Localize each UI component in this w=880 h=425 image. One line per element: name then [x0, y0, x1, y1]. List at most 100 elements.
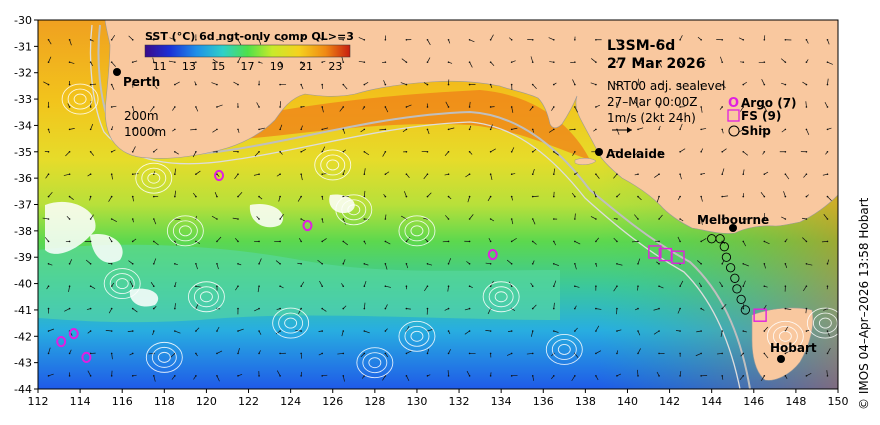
velocity-arrow: [278, 196, 281, 202]
ship-position-marker: [715, 234, 725, 244]
velocity-arrow-base: [595, 375, 597, 377]
velocity-arrow: [168, 60, 175, 63]
velocity-arrow: [697, 260, 702, 265]
velocity-arrow-base: [237, 285, 239, 288]
lon-tick-label: 122: [238, 395, 259, 408]
velocity-arrow-base: [279, 83, 281, 86]
perth-marker: [113, 68, 121, 76]
velocity-arrow-base: [68, 106, 71, 108]
velocity-arrow-base: [426, 263, 429, 265]
velocity-arrow-base: [152, 106, 155, 108]
velocity-arrow: [300, 281, 305, 287]
velocity-arrow: [275, 330, 281, 335]
velocity-arrow-base: [405, 83, 408, 86]
lon-tick-label: 120: [196, 395, 217, 408]
velocity-arrow: [108, 308, 112, 314]
velocity-arrow-base: [552, 38, 555, 41]
velocity-arrow-base: [489, 38, 492, 41]
velocity-arrow-base: [68, 173, 71, 175]
velocity-arrow-base: [489, 218, 492, 220]
velocity-arrow: [195, 170, 201, 175]
velocity-arrow-base: [447, 263, 450, 265]
velocity-arrow-base: [489, 61, 492, 63]
velocity-arrow-base: [574, 285, 576, 288]
velocity-arrow-base: [468, 128, 471, 131]
velocity-arrow: [720, 56, 723, 63]
velocity-arrow: [490, 61, 495, 66]
velocity-arrow: [760, 375, 765, 381]
velocity-arrow-base: [595, 83, 597, 86]
velocity-arrow: [212, 129, 218, 133]
velocity-arrow-base: [110, 307, 113, 310]
depth-1000m-label: 1000m: [124, 125, 166, 139]
velocity-arrow: [69, 128, 75, 130]
velocity-arrow-base: [489, 173, 492, 175]
velocity-arrow: [297, 196, 302, 202]
lat-tick-label: -44: [14, 383, 32, 396]
velocity-arrow-base: [784, 106, 787, 108]
velocity-arrow: [68, 286, 70, 293]
velocity-arrow: [65, 151, 70, 157]
colorbar-tick-label: 23: [328, 60, 342, 73]
sealevel-contour: [151, 346, 177, 368]
sealevel-contour: [812, 312, 838, 334]
velocity-arrow-base: [700, 352, 702, 355]
sealevel-contour: [284, 317, 298, 329]
velocity-arrow-base: [300, 375, 302, 377]
velocity-arrow: [69, 39, 72, 46]
velocity-arrow: [363, 302, 366, 309]
velocity-arrow: [827, 78, 829, 85]
velocity-arrow: [358, 60, 365, 63]
velocity-arrow-base: [510, 61, 513, 63]
sealevel-contour: [135, 162, 173, 194]
velocity-arrow-base: [552, 83, 555, 86]
velocity-arrow-base: [363, 307, 366, 310]
velocity-arrow-base: [195, 195, 197, 198]
velocity-arrow-base: [468, 83, 471, 86]
velocity-arrow-base: [616, 285, 618, 288]
velocity-arrow: [276, 370, 281, 376]
sealevel-contour: [398, 215, 436, 247]
velocity-arrow-base: [174, 83, 176, 86]
tasmania: [751, 307, 814, 381]
velocity-arrow-base: [742, 285, 745, 288]
velocity-arrow: [321, 146, 326, 152]
ship-position-marker: [719, 242, 729, 252]
velocity-arrow: [341, 330, 344, 337]
velocity-arrow-base: [300, 240, 302, 243]
velocity-arrow-base: [447, 173, 450, 175]
velocity-arrow: [400, 215, 407, 220]
adelaide-label: Adelaide: [606, 147, 665, 161]
velocity-arrow-base: [531, 128, 534, 131]
velocity-arrow-base: [258, 218, 260, 220]
velocity-arrow-base: [110, 61, 113, 63]
velocity-arrow: [760, 192, 765, 197]
velocity-arrow: [548, 129, 554, 133]
velocity-arrow: [48, 56, 52, 63]
velocity-arrow: [658, 39, 665, 43]
velocity-arrow-base: [616, 330, 618, 332]
velocity-arrow: [485, 330, 491, 332]
velocity-arrow-base: [174, 195, 176, 198]
velocity-arrow: [487, 196, 491, 202]
velocity-arrow-base: [826, 128, 829, 131]
sealevel-contour: [368, 357, 382, 369]
velocity-arrow: [424, 286, 428, 292]
velocity-arrow: [532, 218, 536, 225]
velocity-arrow: [385, 106, 389, 113]
velocity-arrow-base: [321, 375, 324, 377]
lat-tick-label: -31: [14, 40, 32, 53]
velocity-arrow-base: [510, 128, 513, 131]
velocity-arrow-base: [489, 128, 492, 131]
velocity-arrow-base: [595, 330, 597, 332]
velocity-arrow-base: [174, 307, 176, 310]
velocity-arrow: [258, 39, 262, 45]
velocity-arrow: [111, 218, 117, 222]
sealevel-contour: [341, 199, 367, 221]
velocity-arrow-base: [68, 307, 71, 310]
velocity-arrow-base: [784, 61, 787, 63]
velocity-arrow-base: [552, 128, 555, 131]
fs-box-marker: [648, 245, 662, 259]
velocity-arrow-base: [426, 61, 429, 63]
velocity-arrow: [511, 127, 518, 130]
